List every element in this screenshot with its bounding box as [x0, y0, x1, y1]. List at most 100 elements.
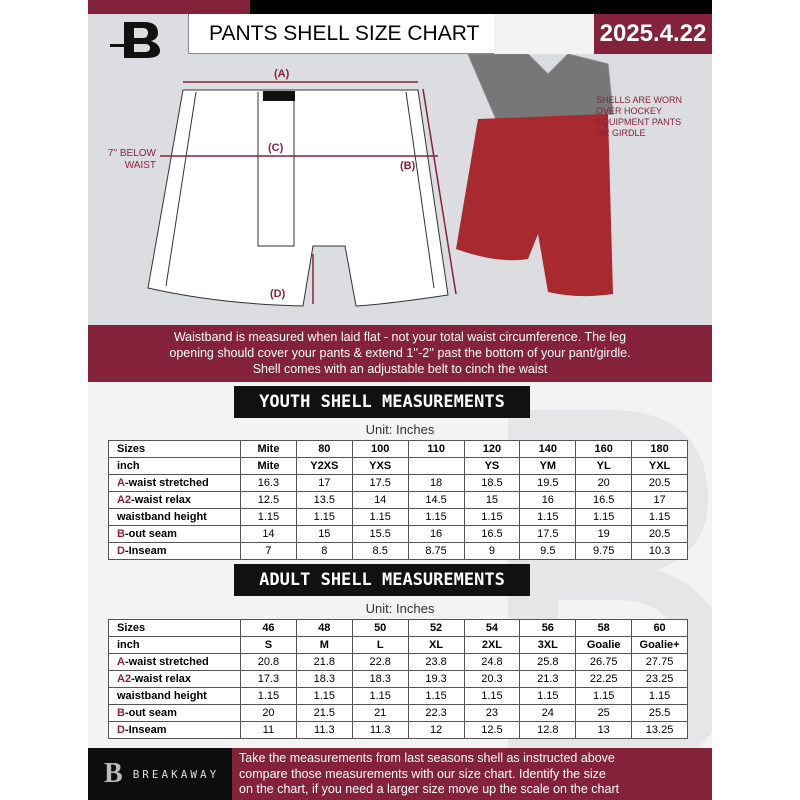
table-cell: 18 [407, 474, 465, 492]
table-row: waistband height 1.15 1.15 1.15 1.15 1.15 1.15… [108, 687, 688, 705]
table-cell: 26.75 [575, 653, 633, 671]
table-cell: M [295, 636, 353, 654]
table-cell: 21.3 [519, 670, 577, 688]
table-cell: 9.5 [519, 542, 577, 560]
table-cell: 8.5 [351, 542, 409, 560]
table-cell: 1.15 [631, 687, 688, 705]
table-row: waistband height 1.15 1.15 1.15 1.15 1.15 1.15… [108, 508, 688, 526]
table-cell: YXS [351, 457, 409, 475]
table-cell: 13.25 [631, 721, 688, 739]
table-cell: 54 [463, 619, 521, 637]
row-label-text: inch [117, 638, 140, 651]
table-row: A2-waist relax 12.5 13.5 14 14.5 15 16 16.5 17 [108, 491, 688, 509]
footer-line: compare those measurements with our size… [239, 766, 606, 781]
label-a: (A) [274, 68, 290, 80]
table-cell: Y2XS [295, 457, 353, 475]
table-cell: 60 [631, 619, 688, 637]
table-cell: 16.5 [575, 491, 633, 509]
table-cell: 11 [240, 721, 297, 739]
table-cell: 18.3 [351, 670, 409, 688]
table-cell: YXL [631, 457, 688, 475]
table-cell: 20 [575, 474, 633, 492]
footer-brand: B BREAKAWAY [88, 748, 232, 800]
table-cell: 20.3 [463, 670, 521, 688]
youth-unit: Unit: Inches [365, 422, 435, 437]
table-cell: L [351, 636, 409, 654]
table-row: Sizes 46 48 50 52 54 56 58 60 [108, 619, 688, 637]
row-label: A2-waist relax [108, 491, 241, 509]
table-cell: 19.3 [407, 670, 465, 688]
table-cell: 100 [351, 440, 409, 458]
table-cell: 22.8 [351, 653, 409, 671]
table-cell: 18.3 [295, 670, 353, 688]
table-cell: 52 [407, 619, 465, 637]
table-cell: 2XL [463, 636, 521, 654]
row-label: Sizes [108, 440, 241, 458]
table-cell: 1.15 [240, 687, 297, 705]
table-cell: 14.5 [407, 491, 465, 509]
banner-line: Waistband is measured when laid flat - n… [173, 330, 627, 344]
worn-note-line: SHELLS ARE WORN [596, 95, 683, 105]
c-note-line: WAIST [124, 160, 156, 171]
table-cell: 16.5 [463, 525, 521, 543]
table-cell: 17 [295, 474, 353, 492]
brand-name: BREAKAWAY [132, 767, 220, 781]
table-cell: 14 [240, 525, 297, 543]
row-label: B-out seam [108, 704, 241, 722]
table-cell: 1.15 [631, 508, 688, 526]
table-cell: 1.15 [407, 508, 465, 526]
row-label-text: inch [117, 459, 140, 472]
table-cell: 1.15 [519, 687, 577, 705]
row-label: A-waist stretched [108, 474, 241, 492]
row-label-prefix: B [117, 706, 125, 719]
row-label-prefix: A2 [117, 672, 132, 685]
row-label: Sizes [108, 619, 241, 637]
table-cell: 21.8 [295, 653, 353, 671]
table-cell: 23.8 [407, 653, 465, 671]
row-label-text: -waist stretched [124, 476, 209, 489]
table-cell: 16 [407, 525, 465, 543]
row-label: B-out seam [108, 525, 241, 543]
footer-line: Take the measurements from last seasons … [239, 751, 615, 765]
table-cell: 22.3 [407, 704, 465, 722]
brand-logo-icon [110, 22, 160, 58]
table-row: B-out seam 20 21.5 21 22.3 23 24 25 25.5 [108, 704, 688, 722]
row-label-text: -waist stretched [124, 655, 209, 668]
table-cell: 1.15 [351, 687, 409, 705]
top-bar-accent [88, 0, 250, 14]
table-cell: XL [407, 636, 465, 654]
table-cell: 8 [295, 542, 353, 560]
row-label-text: Sizes [117, 621, 146, 634]
table-cell: 25.8 [519, 653, 577, 671]
table-cell: 12.8 [519, 721, 577, 739]
table-cell: 20 [240, 704, 297, 722]
row-label-prefix: A [117, 655, 125, 668]
table-cell: 1.15 [575, 508, 633, 526]
table-cell: 1.15 [351, 508, 409, 526]
table-cell: 15 [463, 491, 521, 509]
table-cell: 1.15 [295, 687, 353, 705]
table-cell: 1.15 [463, 687, 521, 705]
size-chart-page: PANTS SHELL SIZE CHART 2025.4.22 (A) (C)… [88, 0, 712, 800]
table-cell: 160 [575, 440, 633, 458]
table-cell: 1.15 [240, 508, 297, 526]
table-row: Sizes Mite 80 100 110 120 140 160 180 [108, 440, 688, 458]
table-cell: 1.15 [519, 508, 577, 526]
measurement-note-banner: Waistband is measured when laid flat - n… [88, 325, 712, 382]
table-row: D-Inseam 7 8 8.5 8.75 9 9.5 9.75 10.3 [108, 542, 688, 560]
table-cell: 20.5 [631, 474, 688, 492]
row-label-prefix: D [117, 544, 125, 557]
table-cell: 7 [240, 542, 297, 560]
row-label-text: waistband height [117, 689, 207, 702]
row-label: D-Inseam [108, 542, 241, 560]
row-label-text: -Inseam [124, 544, 167, 557]
pants-diagram [147, 54, 614, 307]
row-label-text: -Inseam [124, 723, 167, 736]
label-b: (B) [400, 160, 416, 172]
c-note-line: 7'' BELOW [107, 148, 156, 159]
row-label: D-Inseam [108, 721, 241, 739]
table-cell [407, 457, 465, 475]
table-cell: 1.15 [407, 687, 465, 705]
table-cell: 21 [351, 704, 409, 722]
table-cell: 48 [295, 619, 353, 637]
